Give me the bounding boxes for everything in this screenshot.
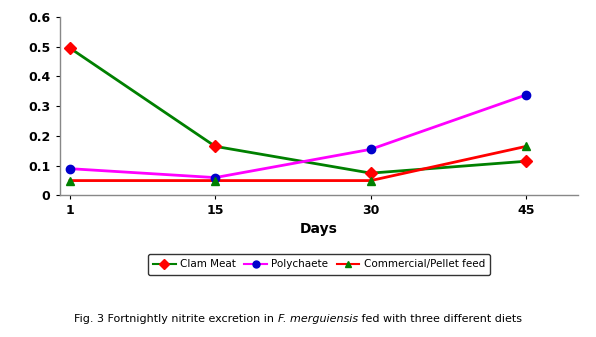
X-axis label: Days: Days xyxy=(300,222,338,236)
Legend: Clam Meat, Polychaete, Commercial/Pellet feed: Clam Meat, Polychaete, Commercial/Pellet… xyxy=(148,254,490,275)
Text: Fig. 3 Fortnightly nitrite excretion in: Fig. 3 Fortnightly nitrite excretion in xyxy=(74,313,278,324)
Text: F. merguiensis: F. merguiensis xyxy=(278,313,358,324)
Text: fed with three different diets: fed with three different diets xyxy=(358,313,522,324)
